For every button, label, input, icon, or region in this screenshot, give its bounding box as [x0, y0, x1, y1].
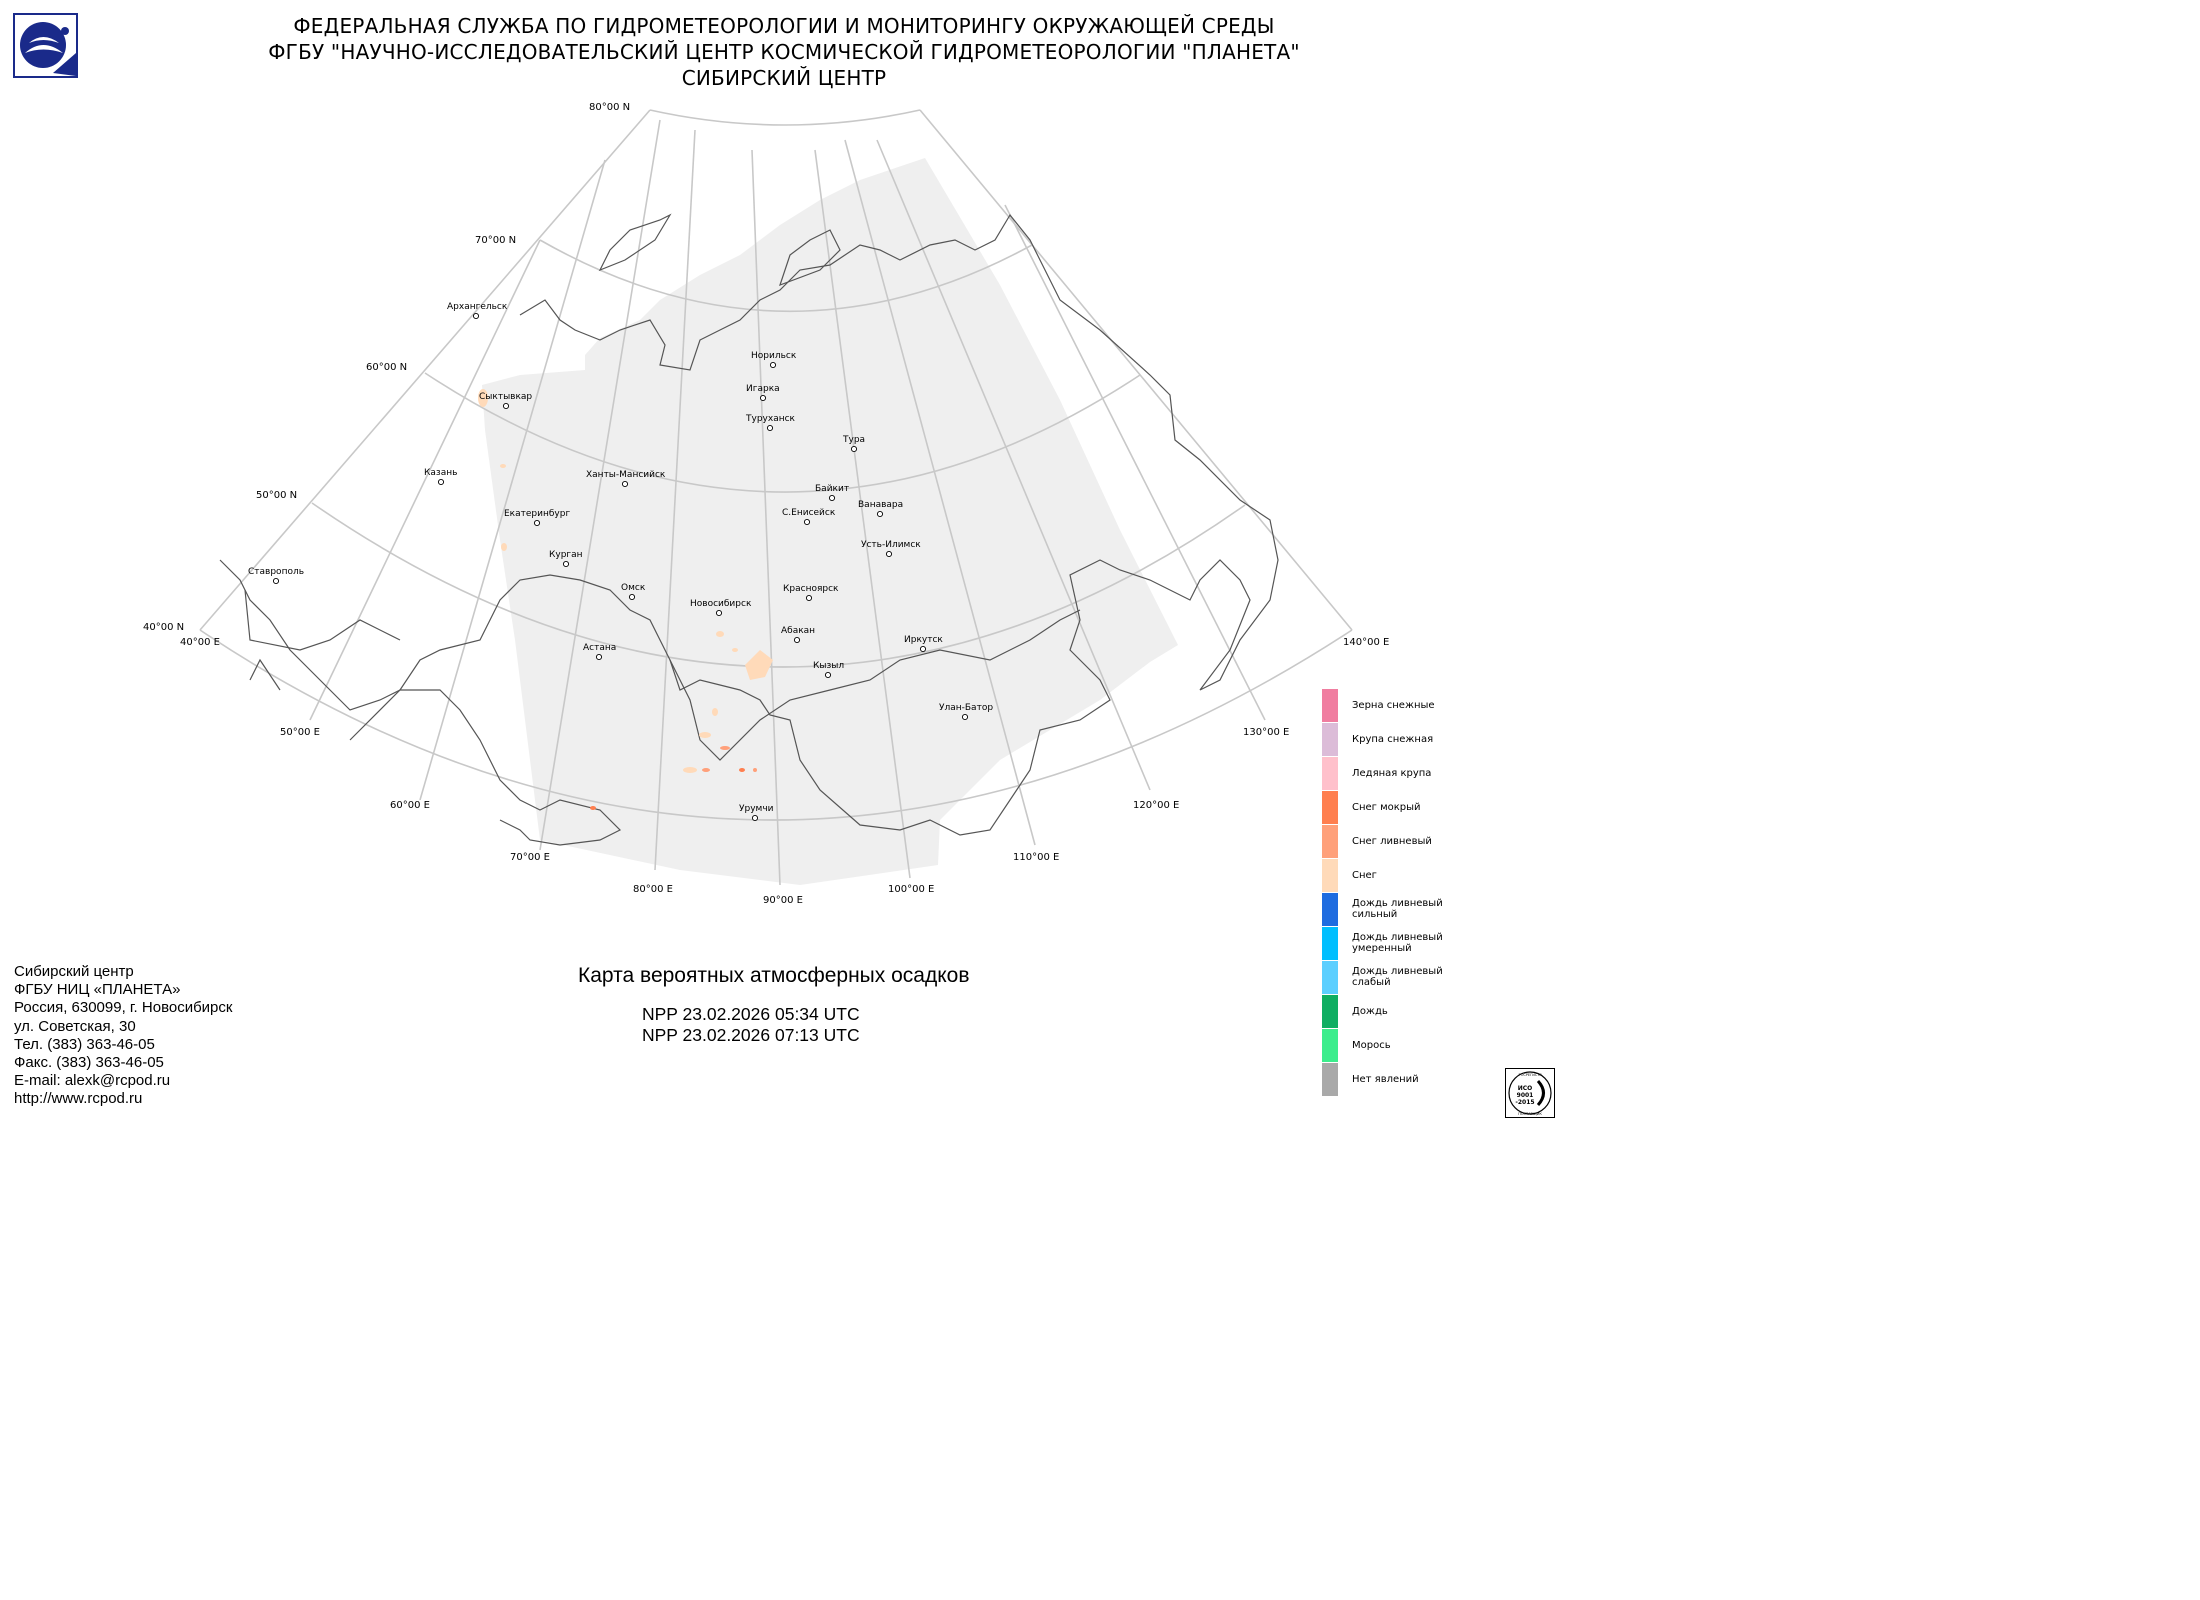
iso-certification-badge: РОСРЕГИСТР ИСО 9001 -2015 ПОСТАВЩИК [1505, 1068, 1555, 1118]
satellite-pass-1: NPP 23.02.2026 05:34 UTC [642, 1004, 860, 1024]
lon-label-40: 40°00 E [180, 637, 220, 648]
city-label-syktyvkar: Сыктывкар [479, 392, 532, 402]
city-label-s-yeniseysk: С.Енисейск [782, 508, 836, 518]
graticule [199, 109, 1353, 886]
city-label-abakan: Абакан [781, 626, 815, 636]
footer-website[interactable]: http://www.rcpod.ru [14, 1090, 143, 1108]
lat-label-80: 80°00 N [589, 102, 630, 113]
satellite-pass-2: NPP 23.02.2026 07:13 UTC [642, 1025, 860, 1045]
city-label-khanty-mansiysk: Ханты-Мансийск [586, 470, 666, 480]
lon-label-130: 130°00 E [1243, 727, 1289, 738]
legend-label: Дождь ливневый слабый [1352, 966, 1443, 988]
header-line-3: СИБИРСКИЙ ЦЕНТР [681, 66, 887, 90]
city-label-irkutsk: Иркутск [904, 635, 943, 645]
footer-fax: Факс. (383) 363-46-05 [14, 1054, 164, 1072]
footer-phone: Тел. (383) 363-46-05 [14, 1035, 155, 1053]
legend-swatch [1322, 825, 1338, 858]
iso-ring-text: РОСРЕГИСТР [1518, 1073, 1541, 1077]
lon-label-50: 50°00 E [280, 727, 320, 738]
city-label-omsk: Омск [621, 583, 646, 593]
legend-swatch [1322, 893, 1338, 926]
legend-label: Снег ливневый [1352, 836, 1432, 847]
legend-label: Дождь ливневый умеренный [1352, 932, 1443, 954]
city-label-kyzyl: Кызыл [813, 661, 844, 671]
city-label-vanavara: Ванавара [858, 500, 903, 510]
city-label-yekaterinburg: Екатеринбург [504, 509, 570, 519]
city-label-norilsk: Норильск [751, 351, 797, 361]
city-label-kurgan: Курган [549, 550, 583, 560]
roshydromet-logo-icon [13, 13, 78, 78]
header-line-1: ФЕДЕРАЛЬНАЯ СЛУЖБА ПО ГИДРОМЕТЕОРОЛОГИИ … [293, 14, 1275, 38]
legend-label: Ледяная крупа [1352, 768, 1432, 779]
legend-swatch [1322, 791, 1338, 824]
legend-swatch [1322, 757, 1338, 790]
city-label-igarka: Игарка [746, 384, 780, 394]
city-label-arkhangelsk: Архангельск [447, 302, 508, 312]
city-label-novosibirsk: Новосибирск [690, 599, 752, 609]
legend-swatch [1322, 859, 1338, 892]
legend-swatch [1322, 689, 1338, 722]
iso-line-1: ИСО [1518, 1085, 1533, 1092]
lat-label-60: 60°00 N [366, 362, 407, 373]
legend-label: Дождь ливневый сильный [1352, 898, 1443, 920]
lat-label-70: 70°00 N [475, 235, 516, 246]
snow-patches [478, 389, 773, 810]
lon-label-70: 70°00 E [510, 852, 550, 863]
footer-address-street: ул. Советская, 30 [14, 1017, 136, 1035]
footer-address-city: Россия, 630099, г. Новосибирск [14, 999, 233, 1017]
satellite-swath [482, 158, 1178, 885]
lon-label-80: 80°00 E [633, 884, 673, 895]
legend-swatch [1322, 961, 1338, 994]
footer-org: Сибирский центр [14, 963, 134, 980]
precipitation-map: 80°00 N 70°00 N 60°00 N 50°00 N 40°00 N … [143, 102, 1389, 906]
lon-label-110: 110°00 E [1013, 852, 1059, 863]
city-label-kazan: Казань [424, 468, 457, 478]
legend-label: Дождь [1352, 1006, 1388, 1017]
iso-bottom-text: ПОСТАВЩИК [1518, 1112, 1542, 1116]
legend-label: Снег мокрый [1352, 802, 1421, 813]
header-line-2: ФГБУ "НАУЧНО-ИССЛЕДОВАТЕЛЬСКИЙ ЦЕНТР КОС… [268, 40, 1300, 64]
city-markers [272, 312, 969, 822]
legend-swatch [1322, 927, 1338, 960]
iso-line-2: 9001 [1517, 1092, 1534, 1099]
legend-label: Зерна снежные [1352, 700, 1435, 711]
city-label-ulan-bator: Улан-Батор [939, 703, 993, 713]
legend-label: Морось [1352, 1040, 1391, 1051]
legend-label: Крупа снежная [1352, 734, 1434, 745]
lon-label-100: 100°00 E [888, 884, 934, 895]
contact-block: Сибирский центр ФГБУ НИЦ «ПЛАНЕТА» Росси… [14, 963, 232, 1109]
city-label-stavropol: Ставрополь [248, 567, 304, 577]
city-label-ust-ilimsk: Усть-Илимск [861, 540, 921, 550]
footer-email[interactable]: E-mail: alexk@rcpod.ru [14, 1072, 171, 1090]
city-label-astana: Астана [583, 643, 616, 653]
lon-label-60: 60°00 E [390, 800, 430, 811]
city-label-krasnoyarsk: Красноярск [783, 584, 839, 594]
legend-label: Снег [1352, 870, 1377, 881]
lat-label-50: 50°00 N [256, 490, 297, 501]
iso-line-3: -2015 [1515, 1099, 1534, 1106]
legend-swatch [1322, 1063, 1338, 1096]
legend-label: Нет явлений [1352, 1074, 1419, 1085]
city-label-tura: Тура [842, 435, 865, 445]
lon-label-140: 140°00 E [1343, 637, 1389, 648]
city-label-urumqi: Урумчи [739, 804, 774, 814]
legend-swatch [1322, 1029, 1338, 1062]
lon-label-120: 120°00 E [1133, 800, 1179, 811]
coastlines-and-borders [219, 213, 1279, 846]
footer-parent-org: ФГБУ НИЦ «ПЛАНЕТА» [14, 981, 181, 999]
legend-swatch [1322, 723, 1338, 756]
map-title: Карта вероятных атмосферных осадков [578, 964, 970, 987]
city-label-baykit: Байкит [815, 484, 849, 494]
lat-label-40: 40°00 N [143, 622, 184, 633]
legend-swatch [1322, 995, 1338, 1028]
lon-label-90: 90°00 E [763, 895, 803, 906]
city-label-turukhansk: Туруханск [745, 414, 796, 424]
